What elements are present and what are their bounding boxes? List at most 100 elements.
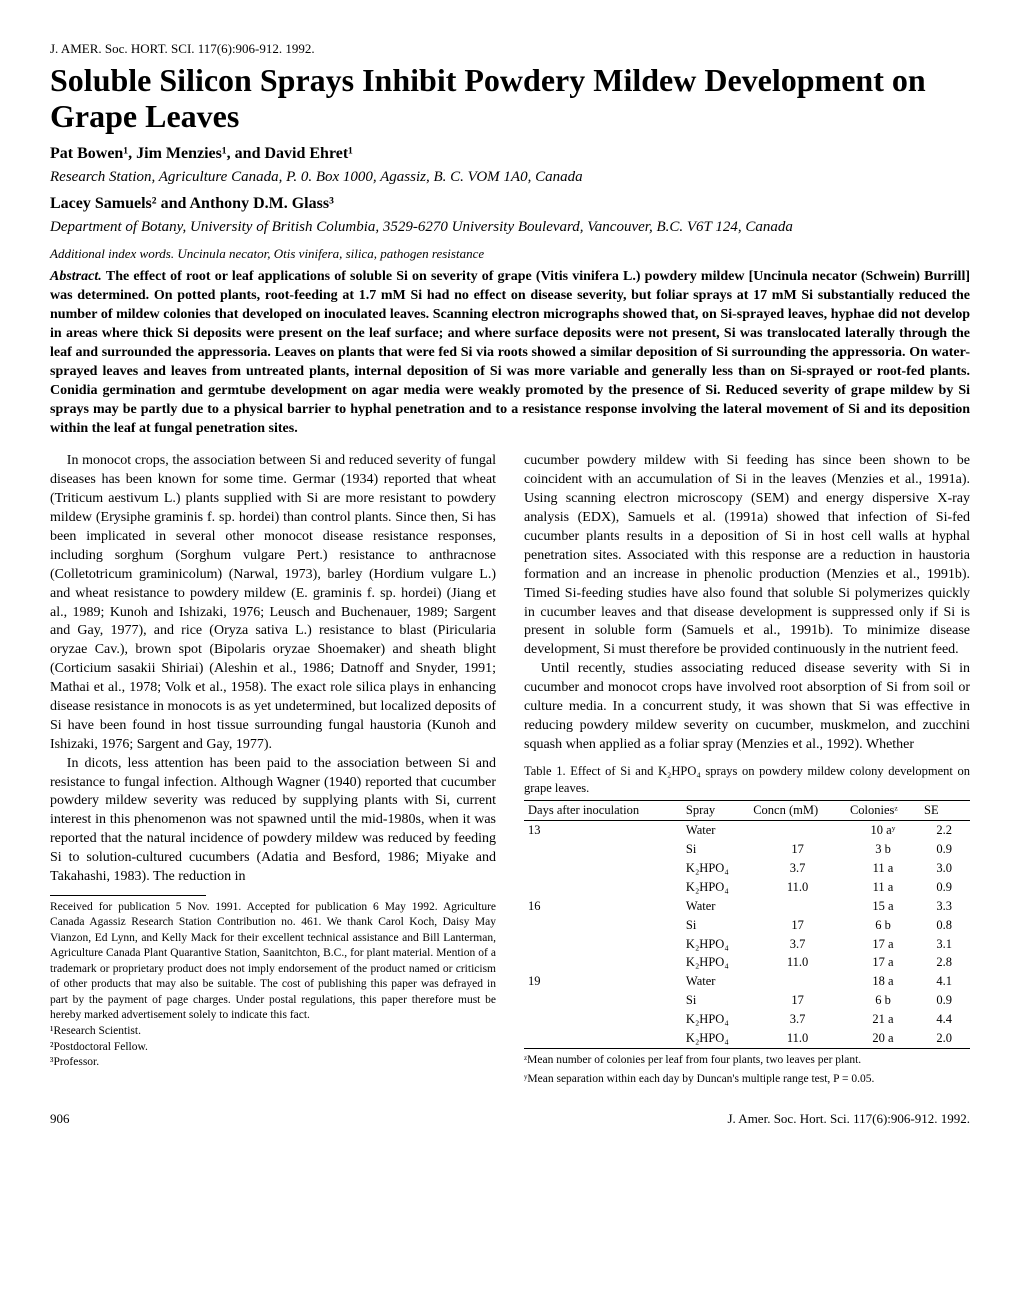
body-para-1: In monocot crops, the association betwee… (50, 452, 496, 754)
table-cell: 19 (524, 972, 682, 991)
table-row: K₂HPO₄3.711 a3.0 (524, 859, 970, 878)
th-concn: Concn (mM) (749, 801, 846, 821)
table-cell: 17 (749, 991, 846, 1010)
table-1: Table 1. Effect of Si and K₂HPO₄ sprays … (524, 763, 970, 1088)
table-1-grid: Days after inoculation Spray Concn (mM) … (524, 800, 970, 1048)
table-cell (524, 840, 682, 859)
table-cell: 6 b (846, 916, 920, 935)
table-row: K₂HPO₄11.020 a2.0 (524, 1029, 970, 1048)
table-cell: Water (682, 897, 749, 916)
table-cell: 18 a (846, 972, 920, 991)
table-1-caption: Table 1. Effect of Si and K₂HPO₄ sprays … (524, 763, 970, 797)
table-cell: 3.1 (920, 935, 970, 954)
table-row: Si176 b0.9 (524, 991, 970, 1010)
abstract-label: Abstract. (50, 269, 102, 284)
footnote-1: ¹Research Scientist. (50, 1024, 496, 1040)
table-cell: 17 a (846, 935, 920, 954)
table-cell: 4.1 (920, 972, 970, 991)
table-row: 19Water 18 a4.1 (524, 972, 970, 991)
affiliation-1: Research Station, Agriculture Canada, P.… (50, 167, 970, 187)
table-cell: K₂HPO₄ (682, 859, 749, 878)
table-cell: 10 aʸ (846, 821, 920, 840)
table-row: 16Water 15 a3.3 (524, 897, 970, 916)
table-1-note-y: ʸMean separation within each day by Dunc… (524, 1072, 970, 1088)
footnote-3: ³Professor. (50, 1055, 496, 1071)
table-1-note-z: ᶻMean number of colonies per leaf from f… (524, 1053, 970, 1069)
table-cell (749, 972, 846, 991)
table-cell: K₂HPO₄ (682, 935, 749, 954)
table-cell: 3.3 (920, 897, 970, 916)
table-cell (524, 916, 682, 935)
table-cell: 11 a (846, 878, 920, 897)
table-row: K₂HPO₄11.017 a2.8 (524, 953, 970, 972)
abstract-text: The effect of root or leaf applications … (50, 269, 970, 435)
body-para-2: In dicots, less attention has been paid … (50, 755, 496, 887)
table-cell: Water (682, 972, 749, 991)
table-row: K₂HPO₄3.717 a3.1 (524, 935, 970, 954)
body-columns: In monocot crops, the association betwee… (50, 452, 970, 1087)
journal-reference: J. AMER. Soc. HORT. SCI. 117(6):906-912.… (50, 40, 970, 58)
th-se: SE (920, 801, 970, 821)
page-footer: 906 J. Amer. Soc. Hort. Sci. 117(6):906-… (50, 1110, 970, 1128)
table-row: 13Water10 aʸ2.2 (524, 821, 970, 840)
table-cell: 11.0 (749, 1029, 846, 1048)
table-cell (749, 821, 846, 840)
table-cell: 17 (749, 916, 846, 935)
table-cell: 2.2 (920, 821, 970, 840)
table-cell: Si (682, 840, 749, 859)
table-cell: 21 a (846, 1010, 920, 1029)
th-days: Days after inoculation (524, 801, 682, 821)
table-cell: K₂HPO₄ (682, 878, 749, 897)
table-cell (524, 859, 682, 878)
table-cell: 2.0 (920, 1029, 970, 1048)
table-cell: 2.8 (920, 953, 970, 972)
table-cell: 15 a (846, 897, 920, 916)
table-cell (749, 897, 846, 916)
footnote-2: ²Postdoctoral Fellow. (50, 1040, 496, 1056)
table-cell: 17 a (846, 953, 920, 972)
table-row: K₂HPO₄11.011 a0.9 (524, 878, 970, 897)
table-cell: 0.8 (920, 916, 970, 935)
footnote-rule (50, 895, 206, 896)
table-cell: 0.9 (920, 878, 970, 897)
table-cell (524, 935, 682, 954)
body-para-3: cucumber powdery mildew with Si feeding … (524, 452, 970, 660)
table-cell: Si (682, 991, 749, 1010)
authors-group-1: Pat Bowen¹, Jim Menzies¹, and David Ehre… (50, 143, 970, 165)
authors-group-2: Lacey Samuels² and Anthony D.M. Glass³ (50, 193, 970, 215)
table-cell (524, 1010, 682, 1029)
table-cell: 3 b (846, 840, 920, 859)
table-cell: 0.9 (920, 840, 970, 859)
table-cell: 3.7 (749, 859, 846, 878)
table-cell: 11 a (846, 859, 920, 878)
table-cell: 0.9 (920, 991, 970, 1010)
table-cell (524, 953, 682, 972)
table-cell: 17 (749, 840, 846, 859)
table-cell: K₂HPO₄ (682, 953, 749, 972)
footnotes: Received for publication 5 Nov. 1991. Ac… (50, 900, 496, 1071)
table-row: K₂HPO₄3.721 a4.4 (524, 1010, 970, 1029)
table-cell: 20 a (846, 1029, 920, 1048)
table-cell: K₂HPO₄ (682, 1029, 749, 1048)
table-cell: 3.0 (920, 859, 970, 878)
affiliation-2: Department of Botany, University of Brit… (50, 217, 970, 237)
table-cell: K₂HPO₄ (682, 1010, 749, 1029)
table-cell: 3.7 (749, 1010, 846, 1029)
table-cell: 4.4 (920, 1010, 970, 1029)
table-row: Si176 b0.8 (524, 916, 970, 935)
table-cell (524, 878, 682, 897)
th-spray: Spray (682, 801, 749, 821)
table-cell: 11.0 (749, 953, 846, 972)
table-row: Si173 b0.9 (524, 840, 970, 859)
table-cell: 6 b (846, 991, 920, 1010)
table-cell (524, 991, 682, 1010)
abstract: Abstract. The effect of root or leaf app… (50, 268, 970, 438)
index-words: Additional index words. Uncinula necator… (50, 245, 970, 263)
table-cell: 13 (524, 821, 682, 840)
th-colonies: Coloniesᶻ (846, 801, 920, 821)
footer-journal-ref: J. Amer. Soc. Hort. Sci. 117(6):906-912.… (727, 1110, 970, 1128)
table-cell: Si (682, 916, 749, 935)
page-number: 906 (50, 1110, 70, 1128)
table-cell (524, 1029, 682, 1048)
table-cell: 16 (524, 897, 682, 916)
